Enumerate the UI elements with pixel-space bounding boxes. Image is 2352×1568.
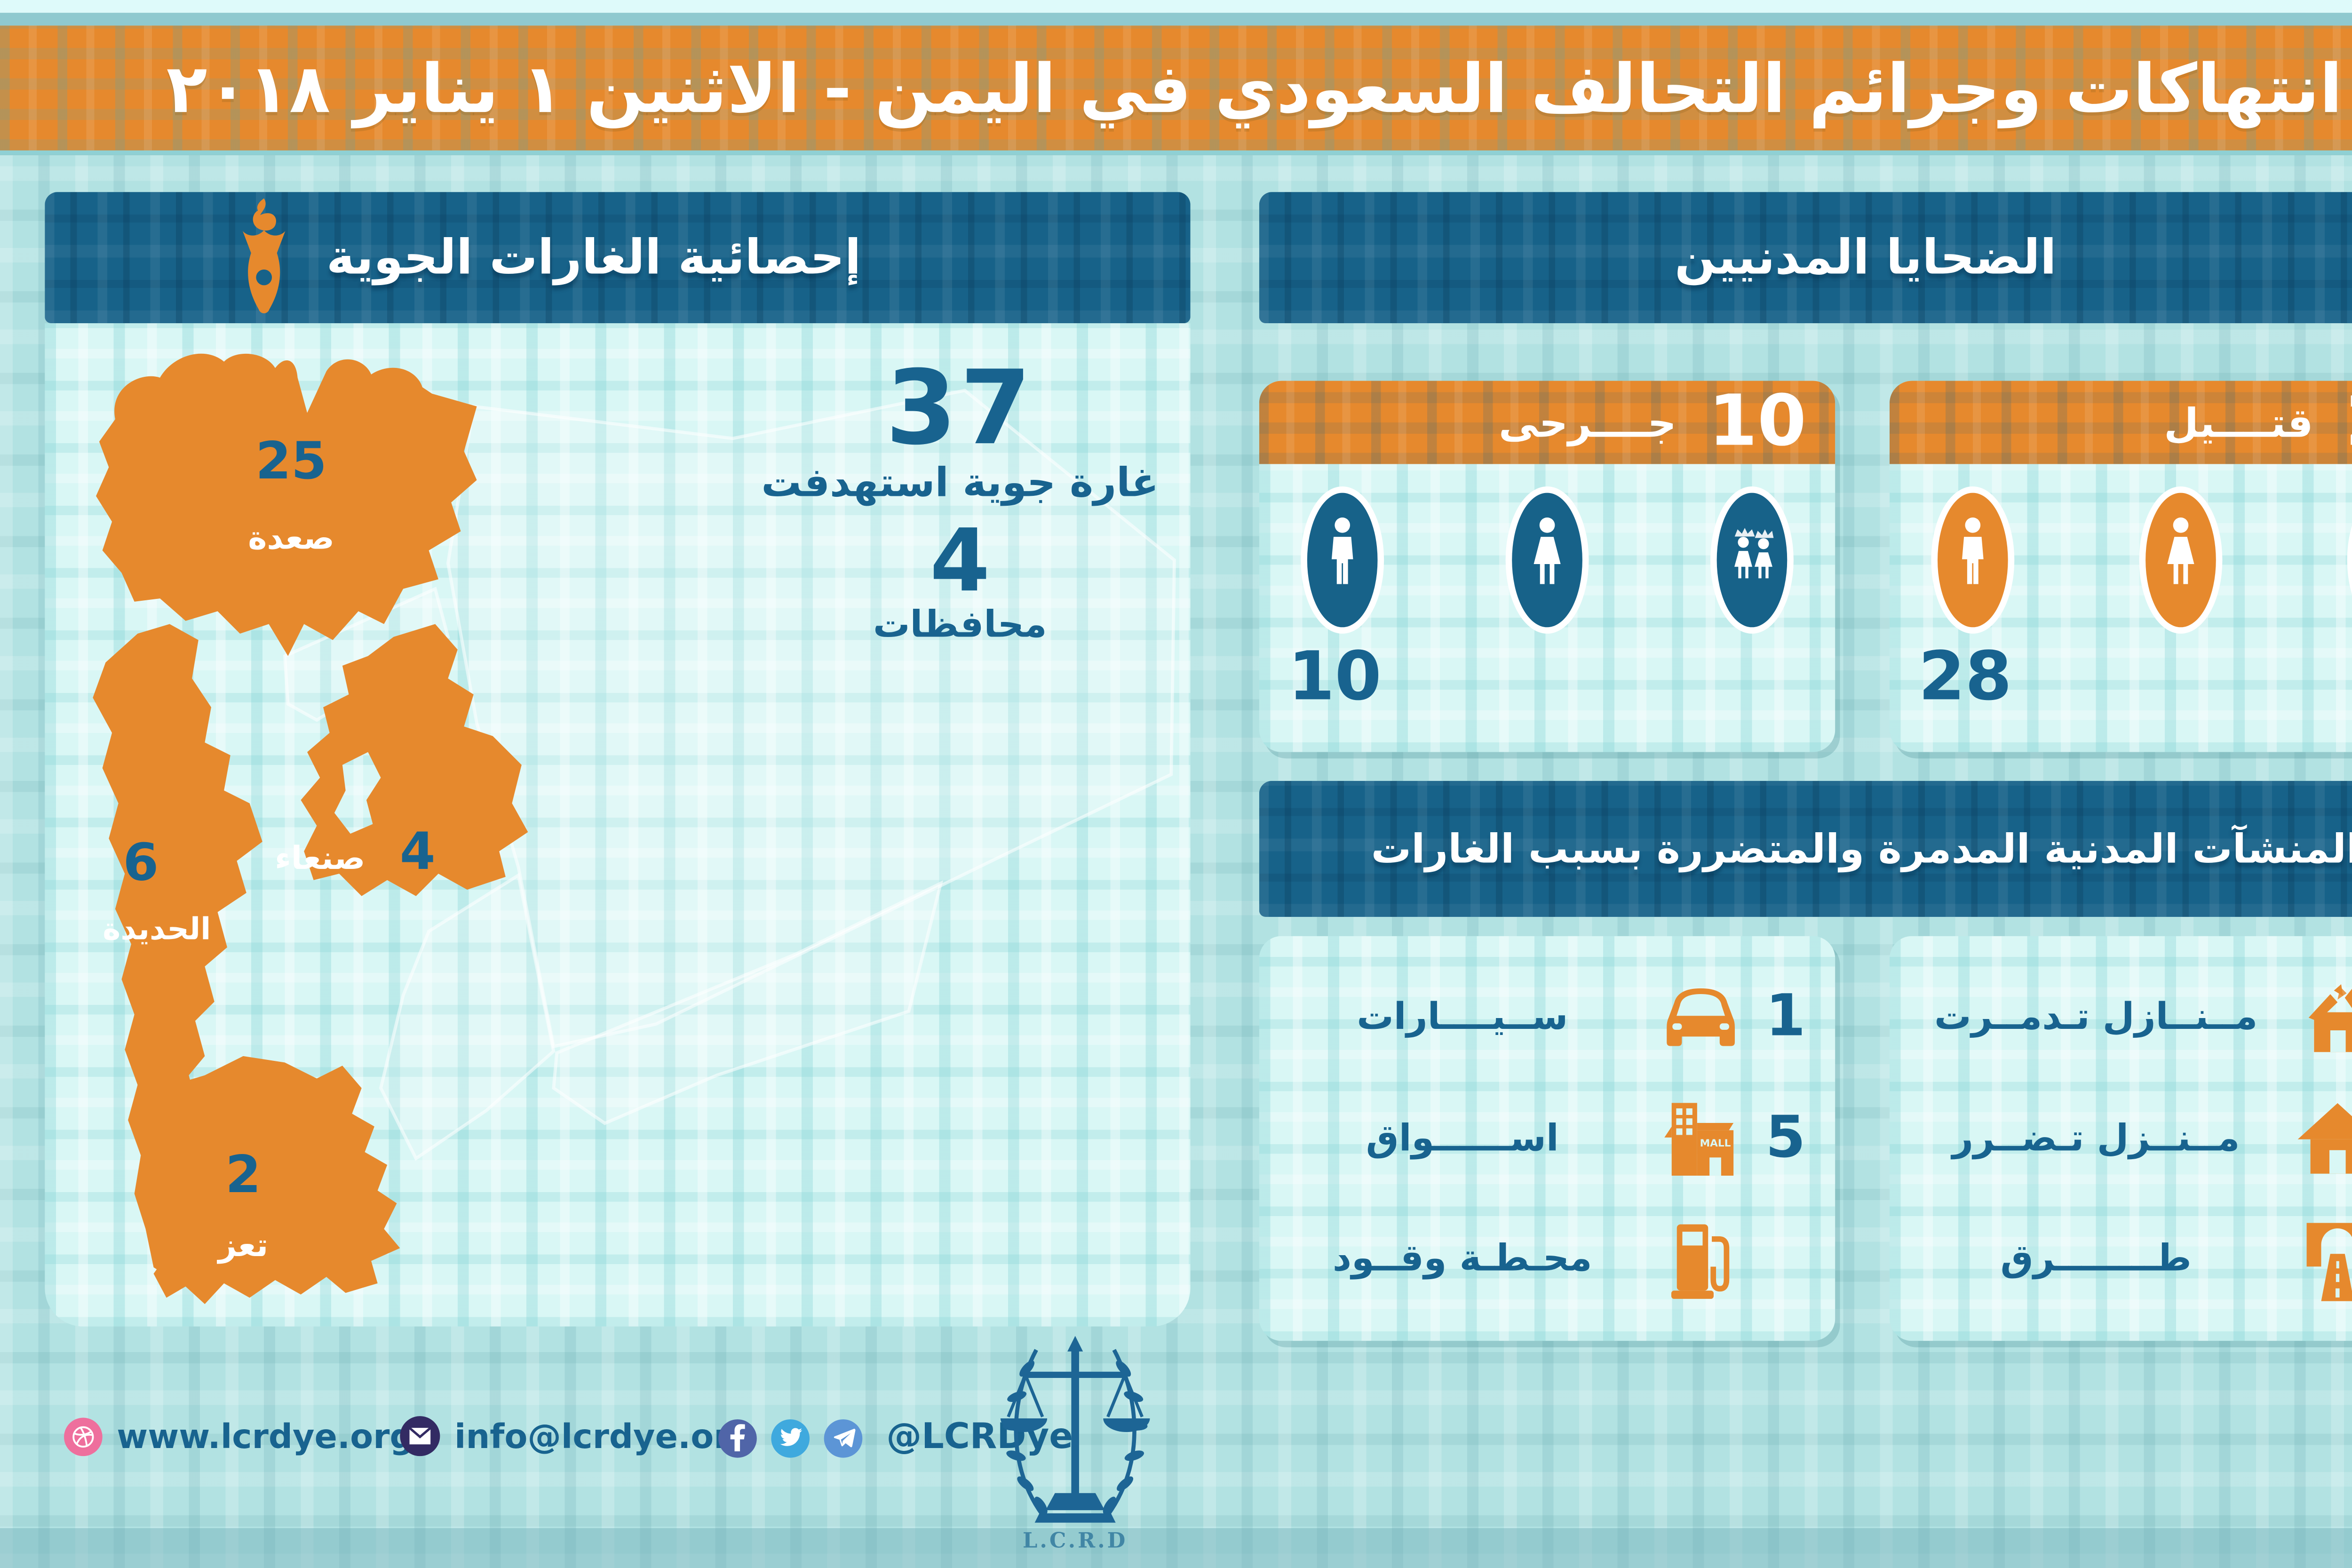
facility-row-cars: ســيــــارات 1 [1272,971,1822,1064]
taiz-name: تعز [218,1226,269,1265]
top-teal-strip [0,13,2352,26]
airstrikes-count: 37 [885,350,1035,469]
bomb-icon [242,198,286,313]
map-region-hodeidah [93,624,262,1283]
logo-text: L.C.R.D [1023,1528,1128,1553]
house-icon [2289,1092,2352,1185]
wounded-strip: جــــرحى 10 [1259,381,1835,464]
wounded-total: 10 [1288,637,1382,716]
facilities-card-right: مــنــازل تـدمــرت 4 مــنــزل تـضــرر [1889,936,2352,1341]
facilities-banner: المنشآت المدنية المدمرة والمتضررة بسبب ا… [1259,780,2352,917]
children-icon [1710,486,1794,634]
facebook-icon[interactable] [718,1418,757,1457]
email-group[interactable]: info@lcrdye.org [400,1416,755,1457]
victims-banner: الضحايا المدنيين [1259,192,2352,324]
dribbble-icon[interactable] [64,1417,103,1457]
mail-icon[interactable] [400,1416,440,1457]
website-url[interactable]: www.lcrdye.org [117,1417,414,1457]
telegram-icon[interactable] [824,1418,863,1457]
destroyed-house-icon [2289,971,2352,1064]
facility-row-fuel-station: محـطـة وقــود [1272,1213,1822,1306]
email-address[interactable]: info@lcrdye.org [454,1417,755,1456]
facility-row-markets: اســــــواق MALL 5 [1272,1092,1822,1185]
wounded-card: جــــرحى 10 10 [1259,381,1836,752]
killed-icons [1890,464,2352,634]
killed-total: 28 [1918,637,2012,716]
governorates-count: 4 [930,510,990,611]
man-icon [1931,486,2015,634]
wounded-icons [1259,464,1835,634]
victims-banner-title: الضحايا المدنيين [1674,230,2057,286]
mall-icon: MALL [1653,1092,1749,1185]
wounded-strip-value: 10 [1708,381,1807,462]
roads-label: طــــــــرق [2000,1239,2192,1281]
airstrikes-banner-title: إحصائية الغارات الجوية [326,230,861,286]
woman-icon [2139,486,2223,634]
fuel-station-label: محـطـة وقــود [1332,1239,1592,1281]
map-region-taiz [141,1056,400,1305]
svg-text:MALL: MALL [1700,1137,1731,1148]
killed-strip: قتــــيل 28 [1890,381,2352,464]
map-region-sanaa [301,624,528,896]
main-title: انتهاكات وجرائم التحالف السعودي في اليمن… [166,48,2343,127]
airstrikes-banner: إحصائية الغارات الجوية [45,192,1191,324]
killed-label: قتــــيل [2164,399,2313,446]
lcrd-logo: L.C.R.D [1000,1336,1150,1553]
facilities-banner-title: المنشآت المدنية المدمرة والمتضررة بسبب ا… [1371,826,2352,872]
hodeidah-name: الحديدة [103,912,211,947]
house-damaged-label: مــنــزل تـضــرر [1952,1117,2240,1160]
killed-strip-value: 28 [2345,386,2352,458]
road-icon [2289,1213,2352,1306]
children-icon [2347,486,2352,634]
cars-label: ســيــــارات [1357,996,1568,1038]
fuel-pump-icon [1653,1213,1749,1306]
woman-icon [1505,486,1589,634]
main-title-bar: انتهاكات وجرائم التحالف السعودي في اليمن… [0,25,2352,155]
taiz-label: 2 [225,1144,261,1205]
cars-count: 1 [1765,984,1806,1051]
sanaa-label: 4 [399,820,436,882]
saada-name: صعدة [248,518,334,557]
houses-destroyed-label: مــنــازل تـدمــرت [1934,996,2258,1038]
twitter-icon[interactable] [771,1418,810,1457]
website-group[interactable]: www.lcrdye.org [64,1417,414,1457]
hodeidah-label: 6 [123,832,159,893]
map-region-saada [96,353,477,656]
airstrikes-count-caption: غارة جوية استهدفت [761,459,1159,506]
facility-row-houses-destroyed: مــنــازل تـدمــرت 4 [1902,971,2352,1064]
wounded-label: جــــرحى [1499,399,1677,446]
airstrikes-map-panel: 25 صعدة 4 صنعاء 6 الحديدة 2 تعز 37 غارة … [45,323,1191,1327]
car-icon [1653,971,1749,1064]
governorates-caption: محافظات [873,605,1047,646]
facility-row-house-damaged: مــنــزل تـضــرر 32 [1902,1092,2352,1185]
airstrikes-stats: 37 غارة جوية استهدفت 4 محافظات [739,350,1181,646]
top-light-strip [0,0,2352,13]
killed-card: قتــــيل 28 28 [1889,381,2352,752]
facilities-card-left: ســيــــارات 1 اســــــواق [1259,936,1836,1341]
sanaa-name: صنعاء [275,838,366,877]
markets-count: 5 [1765,1106,1806,1171]
man-icon [1301,486,1384,634]
saada-label: 25 [255,430,327,492]
yemen-map [93,353,1176,1305]
bottom-strip [0,1528,2352,1568]
facility-row-roads: طــــــــرق 2 [1902,1213,2352,1306]
markets-label: اســــــواق [1366,1117,1559,1160]
